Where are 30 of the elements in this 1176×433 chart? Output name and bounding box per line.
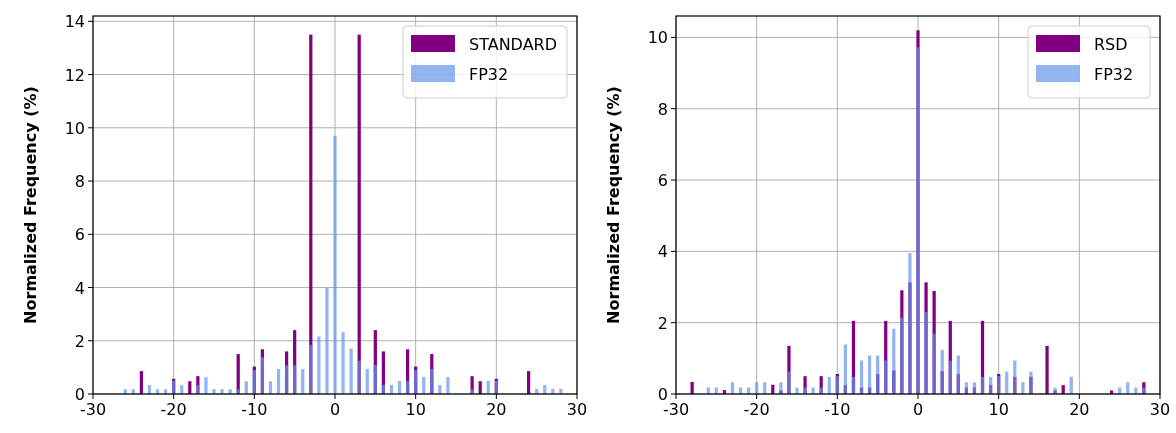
y-tick-label: 12 [64, 65, 85, 85]
y-tick-label: 2 [74, 331, 85, 351]
x-tick-label: -20 [160, 400, 187, 419]
legend-label: FP32 [1094, 65, 1134, 84]
x-tick-label: 20 [486, 400, 507, 419]
y-tick-label: 6 [74, 225, 85, 245]
y-axis-title: Normalized Frequency (%) [21, 86, 40, 324]
x-tick-label: 30 [566, 400, 588, 419]
y-axis-title: Normalized Frequency (%) [604, 86, 623, 324]
y-tick-label: 2 [657, 313, 668, 333]
y-tick-label: 8 [657, 99, 668, 119]
x-tick-label: 10 [405, 400, 426, 419]
y-tick-label: 6 [657, 171, 668, 191]
y-tick-label: 10 [64, 118, 85, 138]
y-tick-label: 4 [657, 242, 668, 262]
x-tick-label: -10 [824, 400, 851, 419]
x-tick-label: 10 [988, 400, 1009, 419]
x-tick-label: 0 [912, 400, 924, 419]
x-tick-label: 30 [1149, 400, 1171, 419]
legend-label: STANDARD [469, 35, 558, 54]
legend-label: RSD [1094, 35, 1128, 54]
x-tick-label: -10 [241, 400, 268, 419]
y-tick-label: 10 [647, 28, 668, 48]
y-tick-label: 8 [74, 172, 85, 192]
x-tick-label: 20 [1069, 400, 1090, 419]
legend-label: FP32 [469, 65, 509, 84]
x-tick-label: 0 [329, 400, 341, 419]
y-tick-label: 4 [74, 278, 85, 298]
y-tick-label: 14 [64, 12, 85, 32]
x-tick-label: -20 [743, 400, 770, 419]
